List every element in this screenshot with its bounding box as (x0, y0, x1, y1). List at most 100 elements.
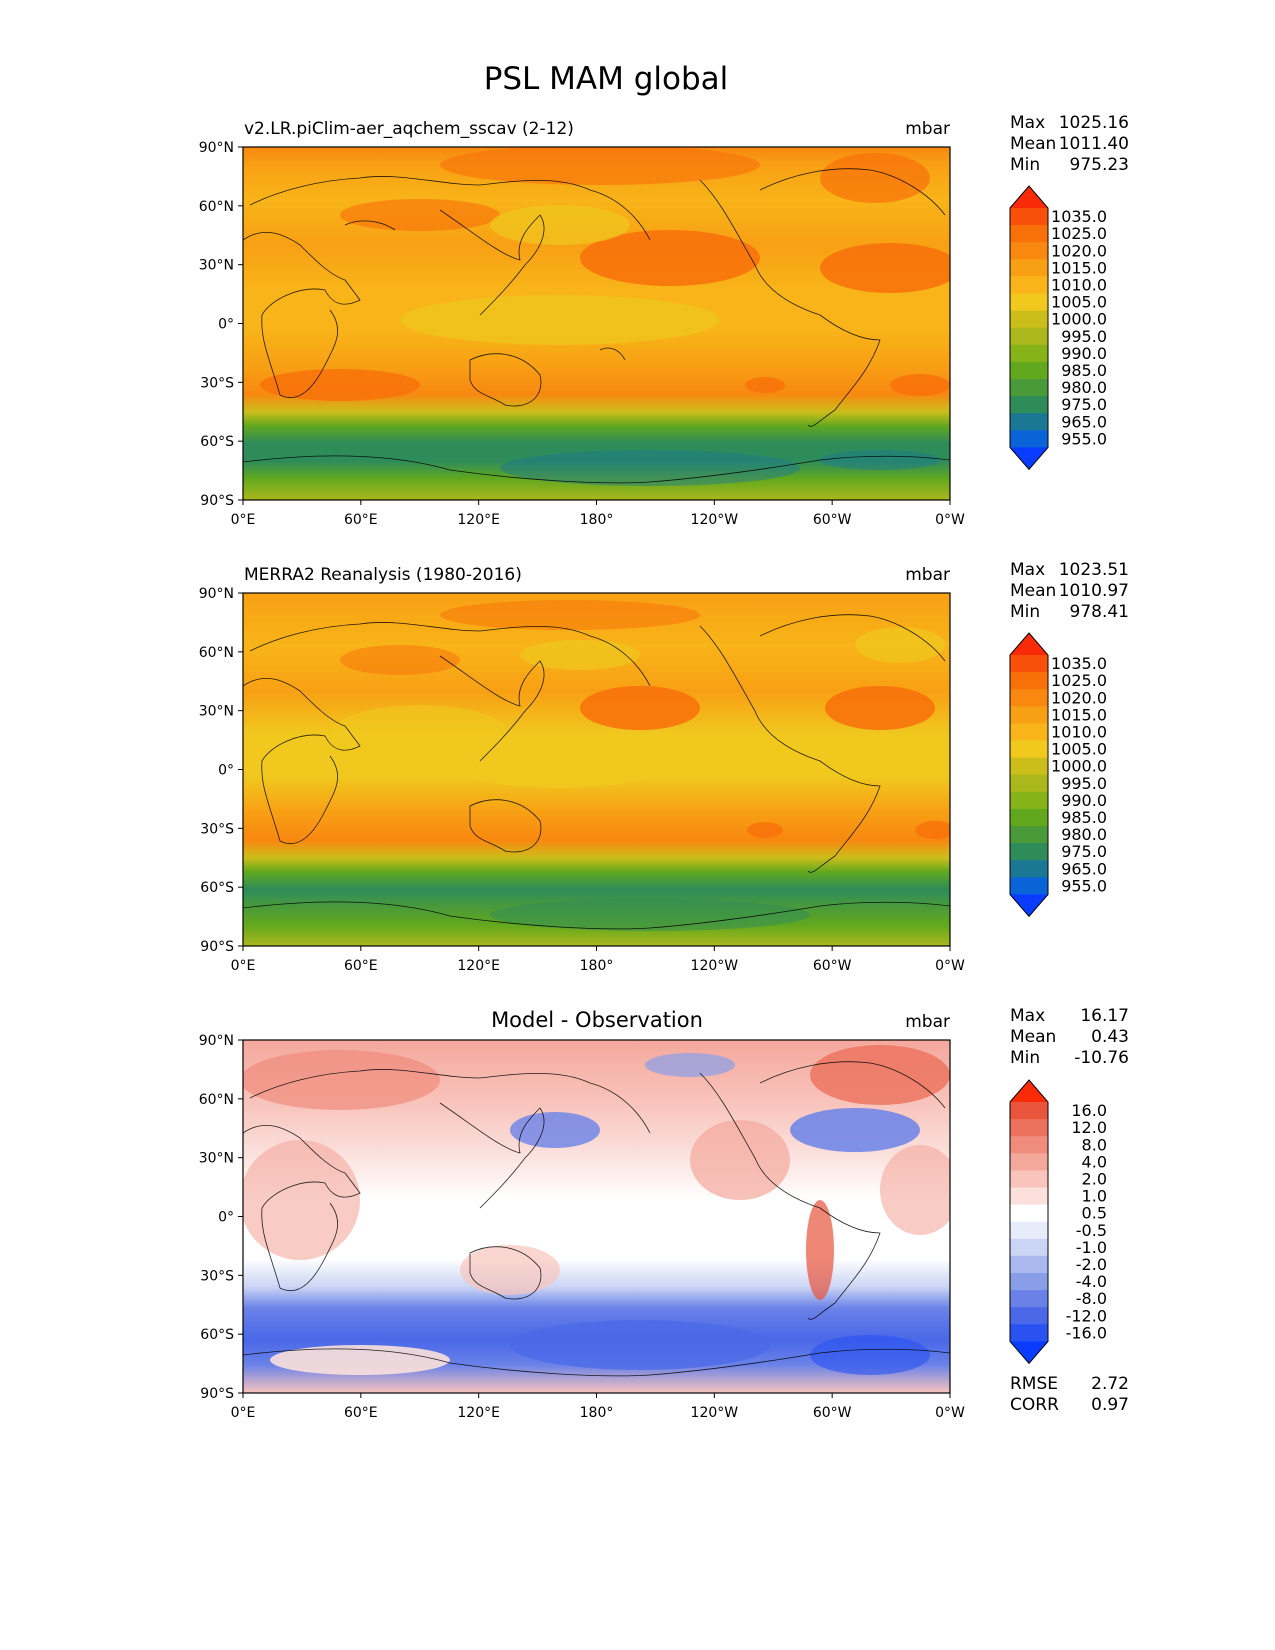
colorbar-segment (1010, 1307, 1048, 1325)
colorbar-segment (1010, 655, 1048, 673)
lat-tick-label: 90°S (200, 493, 234, 509)
corr-label: CORR (1010, 1395, 1059, 1415)
colorbar-label: 965.0 (1061, 412, 1107, 431)
colorbar-label: 995.0 (1061, 774, 1107, 793)
stat-max-label: Max (1010, 113, 1045, 133)
corr-value: 0.97 (1091, 1395, 1129, 1415)
colorbar-label: 1010.0 (1051, 723, 1107, 742)
stat-min-value: 978.41 (1070, 602, 1129, 622)
colorbar-label: 995.0 (1061, 327, 1107, 346)
lat-tick-label: 0° (218, 763, 234, 779)
colorbar: 1035.01025.01020.01015.01010.01005.01000… (1009, 632, 1107, 918)
colorbar-segment (1010, 689, 1048, 707)
stat-max-value: 1025.16 (1059, 113, 1129, 133)
stat-max-label: Max (1010, 560, 1045, 580)
lat-tick-label: 60°S (200, 880, 234, 896)
colorbar-label: 1015.0 (1051, 258, 1107, 277)
colorbar-label: -8.0 (1076, 1289, 1107, 1308)
map-field (243, 147, 950, 500)
panel-units: mbar (905, 119, 950, 139)
colorbar-label: 980.0 (1061, 378, 1107, 397)
map-field (243, 1040, 950, 1393)
stat-mean-value: 1010.97 (1059, 581, 1129, 601)
colorbar-segment (1010, 774, 1048, 793)
stat-min-label: Min (1010, 155, 1040, 175)
colorbar-label: -16.0 (1066, 1323, 1107, 1342)
colorbar-segment (1010, 1221, 1048, 1240)
lat-tick-label: 0° (218, 317, 234, 333)
colorbar-segment (1010, 791, 1048, 810)
colorbar-segment (1010, 208, 1048, 226)
colorbar-segment (1010, 1290, 1048, 1308)
lon-tick-label: 60°E (344, 512, 378, 528)
colorbar-segment (1010, 1273, 1048, 1291)
colorbar-label: -1.0 (1076, 1238, 1107, 1257)
lat-tick-label: 30°S (200, 375, 234, 391)
stat-mean-value: 0.43 (1091, 1027, 1129, 1047)
coastlines (243, 168, 950, 484)
colorbar-segment (1010, 361, 1048, 380)
colorbar-label: 980.0 (1061, 825, 1107, 844)
colorbar-segment (1010, 1170, 1048, 1188)
figure-title: PSL MAM global (484, 61, 729, 97)
stat-min-value: -10.76 (1074, 1048, 1129, 1068)
lat-tick-label: 90°S (200, 1386, 234, 1402)
stat-max-value: 1023.51 (1059, 560, 1129, 580)
lon-tick-label: 120°E (457, 1405, 500, 1421)
lon-tick-label: 120°W (691, 1405, 739, 1421)
colorbar-segment (1010, 293, 1048, 312)
lon-tick-label: 0°W (935, 512, 965, 528)
lat-tick-label: 60°S (200, 1327, 234, 1343)
stat-max-label: Max (1010, 1006, 1045, 1026)
colorbar-segment (1010, 225, 1048, 243)
colorbar-segment (1010, 1153, 1048, 1171)
panel-title: Model - Observation (491, 1008, 703, 1032)
stat-max-value: 16.17 (1080, 1006, 1129, 1026)
colorbar-segment (1010, 1324, 1048, 1342)
stat-min-label: Min (1010, 602, 1040, 622)
panel-title: MERRA2 Reanalysis (1980-2016) (244, 565, 522, 585)
lat-tick-label: 60°N (199, 1092, 234, 1108)
stat-mean-value: 1011.40 (1059, 134, 1129, 154)
colorbar-label: 12.0 (1071, 1118, 1107, 1137)
colorbar: 16.012.08.04.02.01.00.5-0.5-1.0-2.0-4.0-… (1009, 1079, 1107, 1365)
colorbar-label: 990.0 (1061, 344, 1107, 363)
lon-tick-label: 0°E (231, 512, 256, 528)
colorbar-segment (1010, 740, 1048, 759)
lat-tick-label: 90°N (199, 1033, 234, 1049)
colorbar-segment (1010, 843, 1048, 861)
stat-mean-label: Mean (1010, 134, 1056, 154)
lat-tick-label: 90°N (199, 586, 234, 602)
lon-tick-label: 0°E (231, 1405, 256, 1421)
colorbar-extend-min (1010, 1341, 1048, 1364)
colorbar-segment (1010, 723, 1048, 741)
colorbar-segment (1010, 327, 1048, 346)
colorbar-label: 0.5 (1082, 1204, 1107, 1223)
stats: Max 1025.16 Mean 1011.40 Min 975.23 (1010, 113, 1129, 175)
lat-tick-label: 30°N (199, 1151, 234, 1167)
lon-tick-label: 120°E (457, 512, 500, 528)
map-field (243, 593, 950, 946)
colorbar-label: 1010.0 (1051, 276, 1107, 295)
colorbar-label: -2.0 (1076, 1255, 1107, 1274)
metrics: RMSE 2.72 CORR 0.97 (1010, 1374, 1129, 1415)
lon-axis: 0°E 60°E 120°E 180° 120°W 60°W 0°W (231, 1393, 965, 1421)
colorbar-segment (1010, 1136, 1048, 1154)
colorbar-label: 1025.0 (1051, 224, 1107, 243)
colorbar-label: 965.0 (1061, 859, 1107, 878)
colorbar-segment (1010, 672, 1048, 690)
lon-tick-label: 60°W (813, 958, 852, 974)
colorbar: 1035.01025.01020.01015.01010.01005.01000… (1009, 185, 1107, 471)
lon-axis: 0°E 60°E 120°E 180° 120°W 60°W 0°W (231, 500, 965, 528)
lon-tick-label: 60°E (344, 1405, 378, 1421)
colorbar-outline (1009, 1079, 1049, 1365)
colorbar-label: 1035.0 (1051, 654, 1107, 673)
lat-tick-label: 90°S (200, 939, 234, 955)
coastlines (243, 614, 950, 930)
lat-tick-label: 30°S (200, 821, 234, 837)
stat-mean-label: Mean (1010, 1027, 1056, 1047)
colorbar-segment (1010, 1255, 1048, 1274)
lat-tick-label: 30°N (199, 258, 234, 274)
colorbar-extend-max (1010, 186, 1048, 208)
colorbar-segment (1010, 706, 1048, 724)
